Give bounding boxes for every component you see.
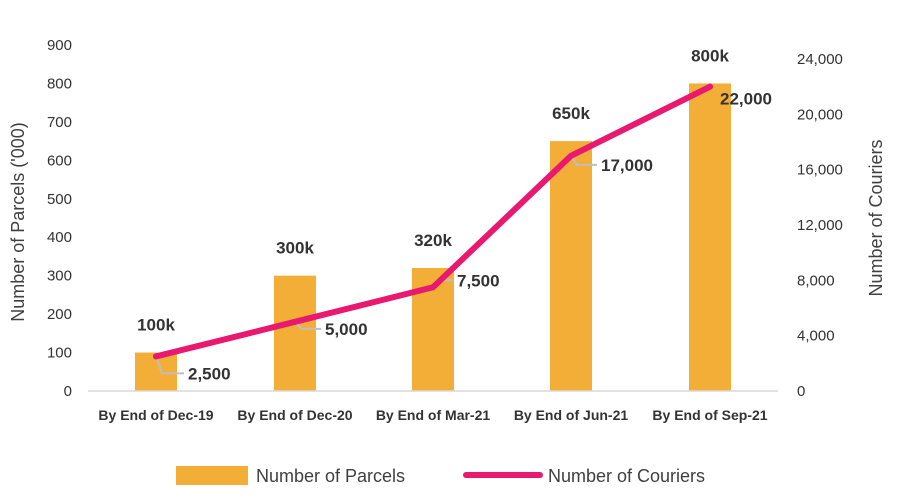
right-tick-label: 12,000 [797,217,843,234]
courier-point [292,318,298,325]
courier-data-label: 5,000 [325,320,368,339]
left-tick-label: 300 [47,268,72,285]
legend-parcels-swatch [176,466,248,485]
right-axis-title: Number of Couriers [866,139,886,296]
right-tick-label: 4,000 [797,328,835,345]
courier-data-label: 2,500 [188,364,231,383]
courier-data-label: 7,500 [457,271,500,290]
right-tick-label: 0 [797,383,805,400]
left-axis-ticks: 0 100 200 300 400 500 600 700 800 900 [47,37,72,400]
left-tick-label: 900 [47,37,72,54]
category-label: By End of Dec-19 [98,407,213,423]
courier-point [568,152,574,159]
parcel-data-label: 100k [137,316,175,335]
right-tick-label: 24,000 [797,51,843,68]
courier-data-labels: 2,500 5,000 7,500 17,000 22,000 [188,90,772,384]
parcel-bars [135,83,731,391]
parcel-bar [689,83,731,391]
leader-line [155,356,184,375]
category-label: By End of Jun-21 [514,407,629,423]
left-tick-label: 100 [47,345,72,362]
courier-data-label: 17,000 [601,156,653,175]
left-tick-label: 0 [64,383,72,400]
left-tick-label: 600 [47,152,72,169]
legend-parcels-label: Number of Parcels [256,466,405,486]
leader-line [570,155,597,166]
parcel-data-label: 300k [276,239,314,258]
category-label: By End of Sep-21 [652,407,767,423]
left-tick-label: 400 [47,229,72,246]
category-label: By End of Dec-20 [237,407,352,423]
category-labels: By End of Dec-19 By End of Dec-20 By End o… [98,407,767,423]
parcel-bar [550,141,592,391]
parcel-data-labels: 100k 300k 320k 650k 800k [137,46,729,334]
right-tick-label: 16,000 [797,162,843,179]
left-tick-label: 500 [47,191,72,208]
courier-point [707,83,713,90]
courier-point [430,284,436,291]
left-axis-title: Number of Parcels ('000) [8,122,28,322]
legend-couriers-label: Number of Couriers [548,466,705,486]
right-tick-label: 20,000 [797,106,843,123]
parcel-bar [274,275,316,391]
right-axis-ticks: 0 4,000 8,000 12,000 16,000 20,000 24,000 [797,51,843,400]
parcel-data-label: 800k [691,46,729,65]
left-tick-label: 700 [47,114,72,131]
right-tick-label: 8,000 [797,272,835,289]
legend: Number of Parcels Number of Couriers [176,466,705,486]
courier-line-series [153,83,713,360]
left-tick-label: 200 [47,306,72,323]
courier-point [153,353,159,360]
left-tick-label: 800 [47,75,72,92]
courier-data-label: 22,000 [720,90,772,109]
parcel-data-label: 650k [552,104,590,123]
parcel-data-label: 320k [414,231,452,250]
category-label: By End of Mar-21 [376,407,491,423]
